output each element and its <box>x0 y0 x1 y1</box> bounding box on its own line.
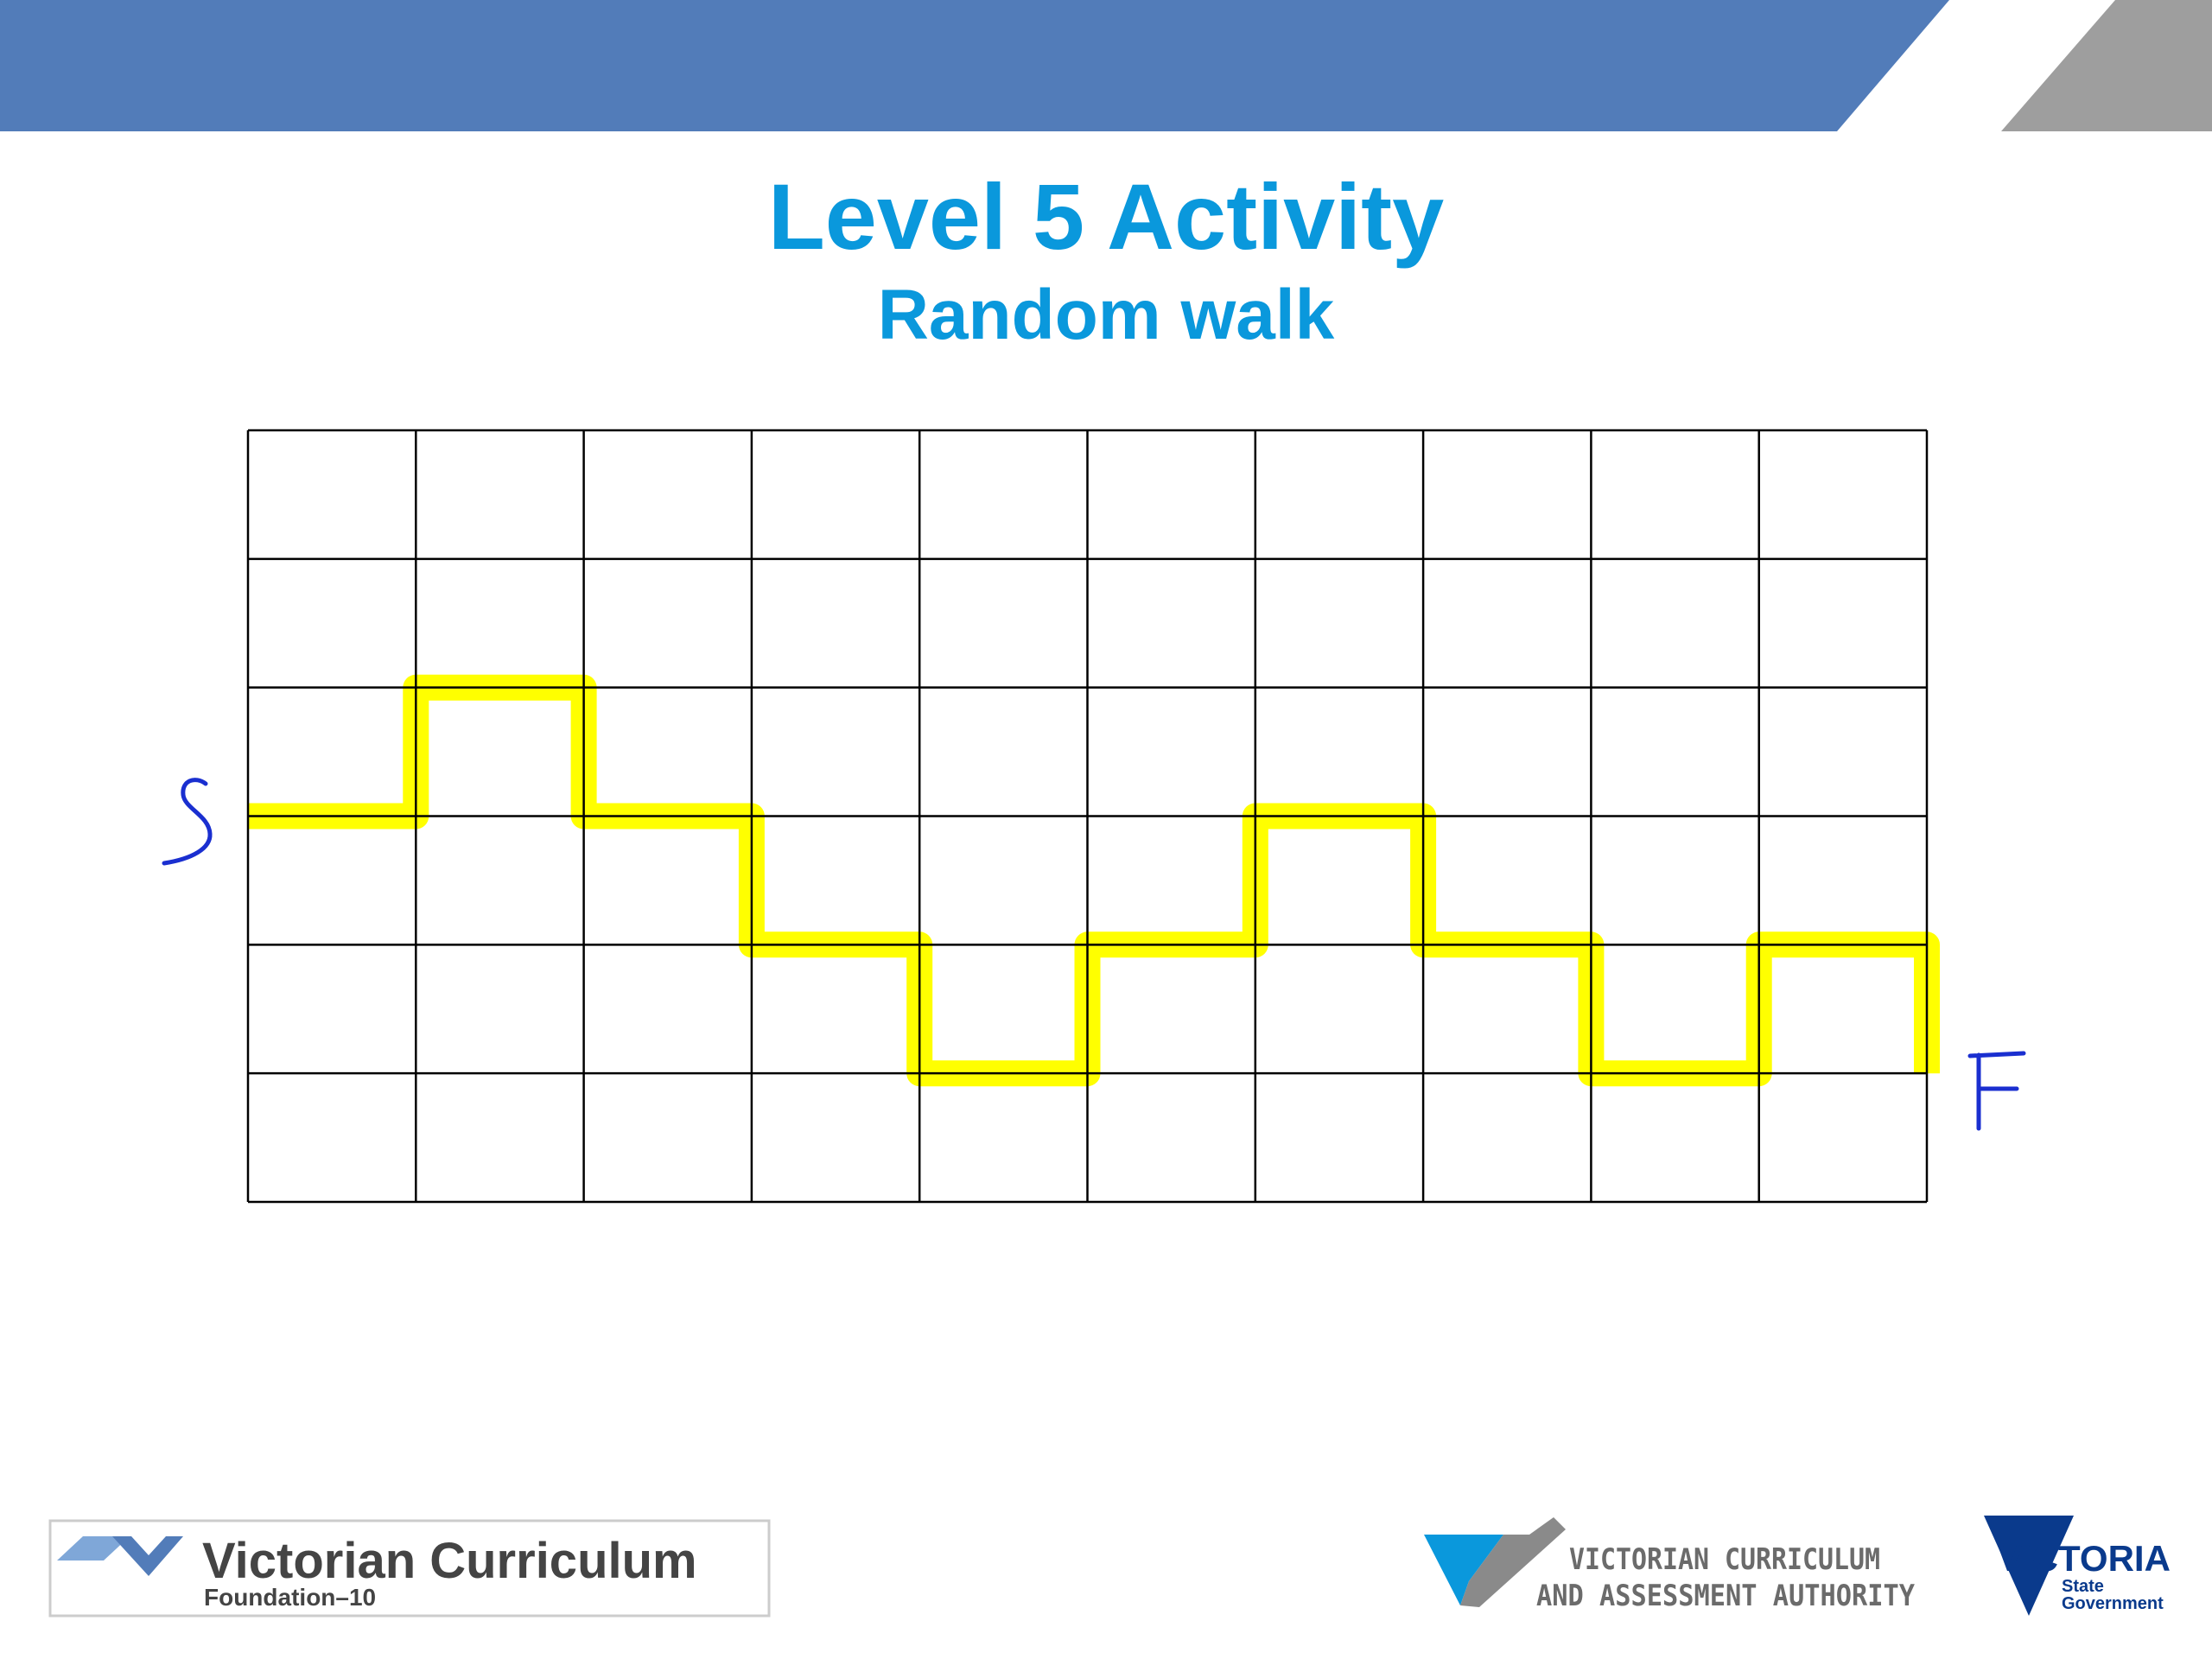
victorian-curriculum-logo: Victorian Curriculum Foundation–10 <box>48 1519 771 1618</box>
slide-title: Level 5 Activity <box>768 164 1444 269</box>
vc-logo-chevron-left <box>57 1536 130 1560</box>
victoria-state-government-logo: VICTORIA State Government <box>1984 1516 2171 1616</box>
vcaa-check-blue <box>1424 1535 1503 1605</box>
vcaa-logo: VICTORIAN CURRICULUM AND ASSESSMENT AUTH… <box>1424 1517 1915 1613</box>
header-band <box>0 0 2212 131</box>
vc-logo-title: Victorian Curriculum <box>202 1533 697 1589</box>
vcaa-logo-line2: AND ASSESSMENT AUTHORITY <box>1536 1579 1915 1613</box>
victoria-logo-name: VICTORIA <box>1998 1538 2171 1579</box>
vc-logo-subtitle: Foundation–10 <box>204 1584 376 1611</box>
header-gray-accent <box>2001 0 2212 131</box>
vcaa-check-gray <box>1460 1517 1566 1607</box>
grid <box>246 429 1929 1204</box>
header-blue-band <box>0 0 1949 131</box>
victoria-triangle-icon <box>1984 1516 2074 1616</box>
finish-label: F <box>1967 1051 2026 1131</box>
start-letter-s <box>162 778 213 866</box>
vc-logo-chevron-right <box>112 1536 183 1576</box>
start-label: S <box>162 778 213 866</box>
slide-subtitle: Random walk <box>878 276 1335 354</box>
victoria-logo-government: Government <box>2062 1594 2164 1613</box>
vcaa-logo-line1: VICTORIAN CURRICULUM <box>1569 1542 1880 1577</box>
finish-letter-f <box>1967 1051 2026 1131</box>
victoria-logo-state: State <box>2062 1577 2104 1596</box>
